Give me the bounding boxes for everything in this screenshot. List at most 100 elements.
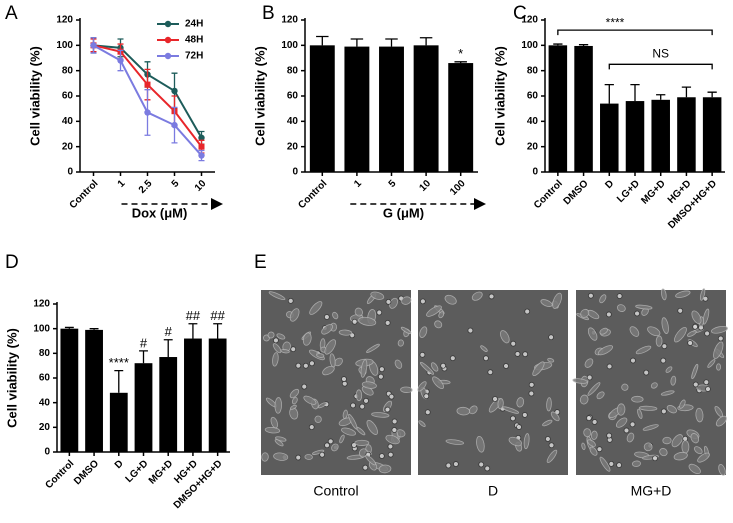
cell <box>289 308 300 322</box>
cell <box>309 360 315 367</box>
cell <box>419 298 426 305</box>
cell <box>430 362 439 372</box>
micrograph <box>261 290 413 475</box>
cell <box>647 326 661 337</box>
cell <box>681 440 690 454</box>
cell <box>670 375 677 386</box>
bar <box>413 45 439 173</box>
marker <box>171 87 178 95</box>
cell <box>629 421 636 428</box>
cell <box>456 406 471 416</box>
x-tick-label: 10 <box>417 178 433 194</box>
cell <box>514 351 521 357</box>
significance: ## <box>186 308 201 323</box>
cell <box>508 436 522 447</box>
cell <box>488 293 495 300</box>
cell <box>692 323 699 330</box>
cell <box>597 345 614 356</box>
cell <box>546 449 558 464</box>
cell <box>453 461 459 467</box>
cell <box>510 340 517 347</box>
cell <box>359 403 366 410</box>
cell <box>679 399 686 409</box>
cell <box>524 308 531 315</box>
cell <box>385 434 400 445</box>
x-tick-label: D <box>603 178 616 191</box>
cell <box>317 402 328 409</box>
cell <box>660 390 675 396</box>
y-tick-label: 60 <box>527 91 539 102</box>
bar <box>134 363 153 452</box>
cell <box>713 341 724 360</box>
cell <box>476 435 485 453</box>
cell <box>677 307 684 314</box>
cell <box>423 393 430 400</box>
cell <box>687 340 694 346</box>
y-tick-label: 120 <box>56 15 73 26</box>
x-tick-label: 1 <box>352 178 364 190</box>
cell <box>660 288 667 301</box>
x-tick-label: 2.5 <box>137 178 155 196</box>
error-bar <box>213 323 223 339</box>
image-caption: Control <box>313 483 358 499</box>
cell <box>671 434 683 448</box>
cell <box>302 332 312 346</box>
marker <box>144 109 151 116</box>
cell <box>378 464 392 474</box>
panel-letter: A <box>5 3 18 24</box>
cell <box>467 327 474 334</box>
cell <box>273 337 279 344</box>
cell <box>273 452 289 461</box>
cell <box>674 326 687 343</box>
significance: # <box>140 335 148 350</box>
x-axis-label: G (μM) <box>383 205 424 220</box>
cell <box>510 415 516 422</box>
cell <box>268 291 286 301</box>
cell <box>324 442 330 449</box>
cell <box>384 406 391 413</box>
cell <box>302 362 309 369</box>
error-bar <box>188 323 198 339</box>
error-bar <box>578 44 589 46</box>
cell <box>591 419 598 425</box>
cell <box>272 343 282 354</box>
bar <box>625 101 645 172</box>
marker <box>171 121 178 129</box>
cell <box>608 460 615 467</box>
cell <box>378 366 385 373</box>
x-tick-label: 100 <box>448 178 468 198</box>
y-tick-label: 100 <box>521 40 538 51</box>
cell <box>540 299 553 307</box>
bar <box>677 97 696 172</box>
cell <box>323 314 330 320</box>
cell <box>316 353 325 358</box>
marker <box>198 134 205 141</box>
image-caption: MG+D <box>631 483 672 499</box>
x-tick-label: D <box>113 458 126 471</box>
cell <box>596 446 603 453</box>
cell <box>704 330 710 337</box>
cell <box>362 464 369 471</box>
cell <box>418 420 426 427</box>
error-bar <box>681 86 692 98</box>
cell <box>480 345 488 352</box>
cell <box>586 374 593 381</box>
error-bar <box>656 94 666 100</box>
cell <box>332 311 339 320</box>
y-tick-label: 80 <box>527 65 539 76</box>
x-tick-label: 1 <box>116 178 128 190</box>
x-tick-label: Control <box>68 178 101 211</box>
cell <box>314 415 322 424</box>
bar <box>208 338 227 452</box>
cell <box>703 379 710 386</box>
cell <box>705 386 711 392</box>
cell <box>629 326 640 337</box>
cell <box>492 396 498 402</box>
y-tick-label: 20 <box>39 422 51 433</box>
cell <box>702 308 710 325</box>
cell <box>303 395 317 405</box>
cell <box>621 383 629 391</box>
cell <box>324 339 337 355</box>
cell <box>587 382 601 396</box>
cell <box>487 369 494 376</box>
